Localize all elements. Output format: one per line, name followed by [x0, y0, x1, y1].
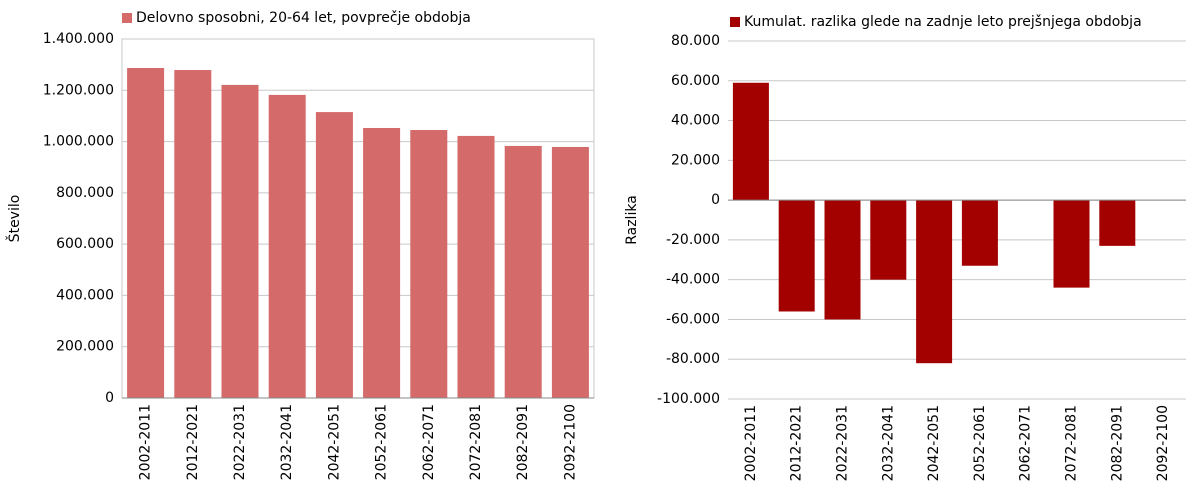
legend-label: Kumulat. razlika glede na zadnje leto pr… [744, 14, 1142, 30]
bar [315, 112, 353, 398]
bar [824, 200, 861, 320]
x-tick-label: 2052-2061 [972, 405, 988, 481]
y-tick-label: 1.200.000 [43, 82, 114, 98]
legend-label: Delovno sposobni, 20-64 let, povprečje o… [136, 10, 471, 26]
y-tick-label: -100.000 [657, 391, 720, 407]
bar [1053, 200, 1090, 288]
y-tick-label: -20.000 [666, 232, 720, 248]
x-tick-label: 2032-2041 [880, 405, 896, 481]
x-tick-label: 2072-2081 [1064, 405, 1080, 481]
bar [961, 200, 998, 266]
bar [551, 146, 589, 398]
y-tick-label: 0 [105, 390, 114, 406]
y-tick-label: -40.000 [666, 272, 720, 288]
x-tick-label: 2082-2091 [515, 404, 531, 480]
bar [870, 200, 907, 280]
bar [457, 135, 495, 398]
bar [732, 82, 769, 201]
y-tick-label: 1.400.000 [43, 31, 114, 47]
bar [410, 130, 448, 398]
y-axis-label: Razlika [624, 195, 640, 245]
y-tick-label: 20.000 [671, 152, 720, 168]
x-tick-label: 2092-2100 [562, 404, 578, 480]
x-tick-label: 2002-2011 [138, 404, 154, 480]
x-tick-label: 2072-2081 [468, 404, 484, 480]
y-tick-label: 200.000 [56, 339, 114, 355]
bar [221, 84, 259, 399]
x-tick-label: 2082-2091 [1109, 405, 1125, 481]
y-tick-label: 400.000 [56, 287, 114, 303]
bar [268, 94, 306, 398]
bar [778, 200, 815, 312]
bar [504, 145, 542, 398]
bar [1099, 200, 1136, 246]
y-tick-label: 600.000 [56, 236, 114, 252]
bar [916, 200, 953, 364]
x-tick-label: 2012-2021 [185, 404, 201, 480]
x-tick-label: 2062-2071 [421, 404, 437, 480]
y-tick-label: 60.000 [671, 73, 720, 89]
x-tick-label: 2022-2031 [232, 404, 248, 480]
x-tick-label: 2042-2051 [326, 404, 342, 480]
x-tick-label: 2022-2031 [835, 405, 851, 481]
bar [174, 70, 212, 398]
y-tick-label: 80.000 [671, 33, 720, 49]
y-tick-label: 40.000 [671, 113, 720, 129]
x-tick-label: 2032-2041 [279, 404, 295, 480]
legend-swatch [122, 13, 132, 23]
bar [127, 67, 165, 398]
y-tick-label: 0 [711, 192, 720, 208]
y-tick-label: -80.000 [666, 351, 720, 367]
x-tick-label: 2012-2021 [789, 405, 805, 481]
bar [363, 127, 401, 398]
y-tick-label: -60.000 [666, 311, 720, 327]
legend-swatch [730, 17, 740, 27]
x-tick-label: 2052-2061 [374, 404, 390, 480]
y-tick-label: 800.000 [56, 185, 114, 201]
x-tick-label: 2062-2071 [1018, 405, 1034, 481]
y-axis-label: Število [5, 195, 23, 243]
x-tick-label: 2092-2100 [1155, 405, 1171, 481]
x-tick-label: 2042-2051 [926, 405, 942, 481]
y-tick-label: 1.000.000 [43, 134, 114, 150]
x-tick-label: 2002-2011 [743, 405, 759, 481]
